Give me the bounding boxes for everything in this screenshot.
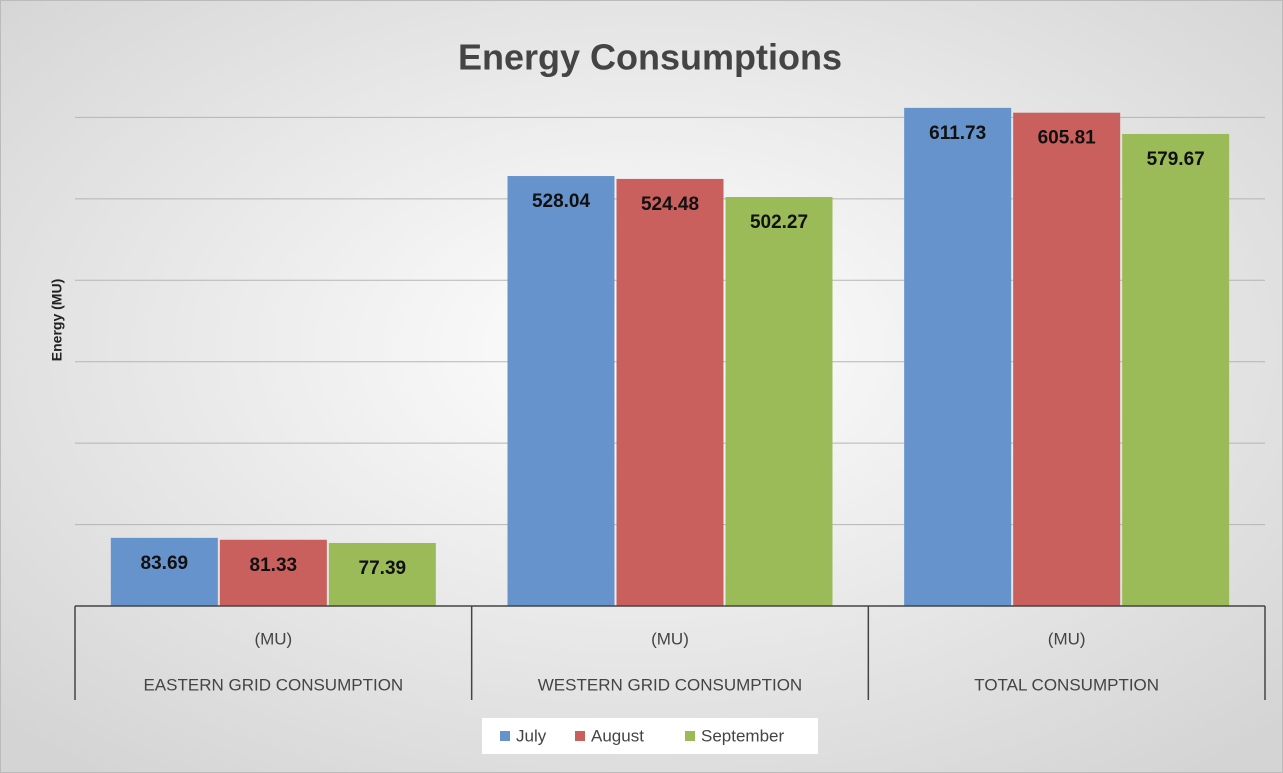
data-label: 579.67 (1147, 149, 1205, 170)
x-tick-unit: (MU) (651, 629, 689, 648)
x-tick-label: EASTERN GRID CONSUMPTION (143, 675, 403, 694)
y-axis-label: Energy (MU) (49, 279, 65, 361)
bar (328, 542, 436, 606)
legend-swatch (685, 731, 695, 741)
data-label: 77.39 (359, 558, 407, 579)
legend-box (482, 718, 818, 754)
data-label: 81.33 (250, 555, 298, 576)
bar (1013, 112, 1121, 606)
legend-label: September (701, 726, 784, 745)
x-tick-label: WESTERN GRID CONSUMPTION (538, 675, 802, 694)
x-tick-unit: (MU) (1048, 629, 1086, 648)
bar (1122, 133, 1230, 606)
legend-label: July (516, 726, 547, 745)
data-label: 502.27 (750, 212, 808, 233)
legend-swatch (575, 731, 585, 741)
bar (904, 107, 1012, 606)
data-label: 83.69 (141, 553, 189, 574)
bar (725, 197, 833, 606)
bar (110, 537, 218, 606)
x-tick-unit: (MU) (254, 629, 292, 648)
legend-label: August (591, 726, 644, 745)
bar (219, 539, 327, 606)
bar (616, 178, 724, 606)
x-tick-label: TOTAL CONSUMPTION (974, 675, 1159, 694)
data-label: 528.04 (532, 191, 591, 212)
bar (507, 176, 615, 606)
data-label: 605.81 (1038, 128, 1097, 149)
data-label: 524.48 (641, 194, 699, 215)
data-label: 611.73 (929, 123, 986, 144)
legend-swatch (500, 731, 510, 741)
chart-title: Energy Consumptions (458, 37, 842, 78)
